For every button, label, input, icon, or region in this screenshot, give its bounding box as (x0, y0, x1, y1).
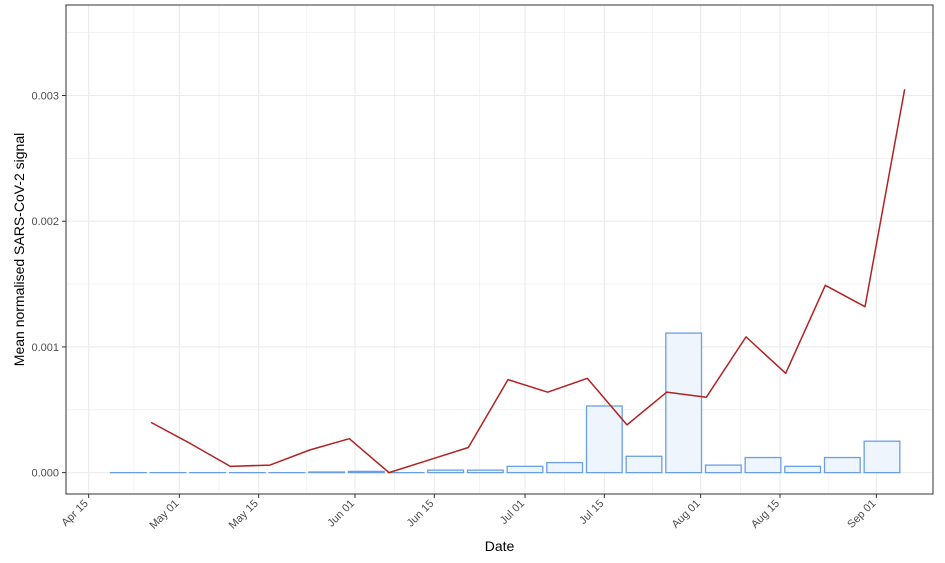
y-tick-label: 0.003 (31, 91, 59, 103)
bar (427, 469, 465, 474)
bar (585, 405, 623, 474)
bar (665, 332, 703, 474)
bar (347, 470, 385, 474)
bar (625, 455, 663, 474)
y-tick-label: 0.002 (31, 216, 59, 228)
bar (823, 456, 861, 474)
plot-panel-background (66, 5, 933, 494)
bar-series (109, 332, 901, 474)
bar (784, 465, 822, 474)
y-tick-label: 0.000 (31, 468, 59, 480)
x-axis-title: Date (485, 538, 515, 554)
grid-lines (66, 5, 933, 494)
y-axis-title: Mean normalised SARS-CoV-2 signal (11, 133, 27, 366)
bar (744, 456, 782, 474)
bar (506, 465, 544, 474)
bar (308, 471, 346, 474)
y-tick-label: 0.001 (31, 342, 59, 354)
y-tick-labels: 0.000 0.001 0.002 0.003 (31, 91, 59, 480)
plot-panel-border (65, 4, 934, 495)
bar (466, 469, 504, 474)
bar (863, 440, 901, 474)
bar (704, 464, 742, 474)
axis-ticks (62, 95, 877, 498)
bar (546, 461, 584, 474)
series-line (150, 89, 906, 474)
line-series (150, 89, 906, 474)
